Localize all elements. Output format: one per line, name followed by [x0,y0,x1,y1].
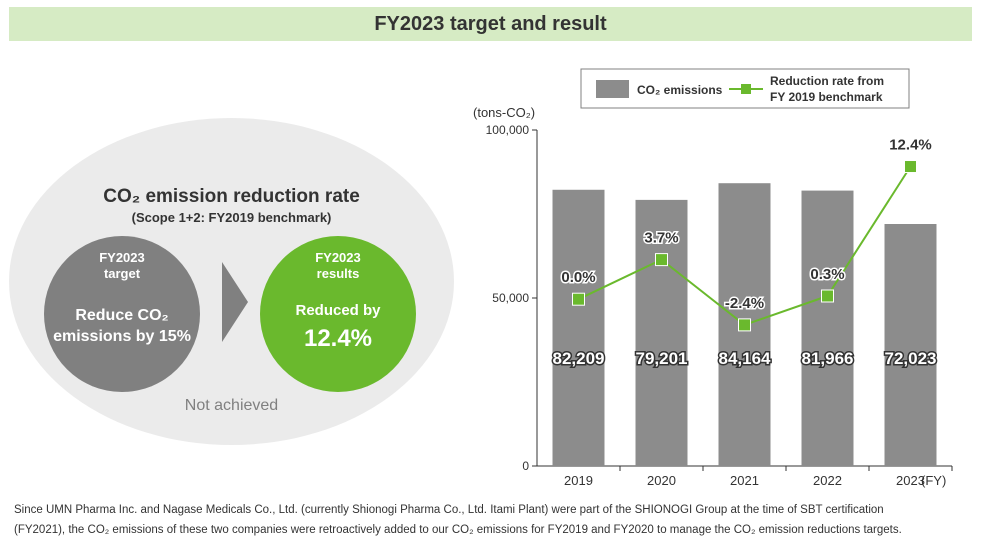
legend-bar-swatch [596,80,629,98]
rate-point-label: -2.4% [725,295,764,312]
rate-point [904,160,917,174]
summary-subheading: (Scope 1+2: FY2019 benchmark) [131,210,332,225]
bar [801,190,854,466]
y-tick-label: 50,000 [492,291,529,305]
x-tick-label: 2023 [896,473,925,488]
page-title: FY2023 target and result [9,7,972,41]
x-tick-label: 2021 [730,473,759,488]
result-circle: FY2023 results Reduced by 12.4% [260,236,416,392]
bar-value-label: 84,164 [719,349,772,368]
y-tick-label: 0 [522,459,529,473]
x-axis-unit: (FY) [921,473,946,488]
bar [552,189,605,466]
target-circle: FY2023 target Reduce CO₂ emissions by 15… [44,236,200,392]
legend-line-label-2: FY 2019 benchmark [770,90,883,104]
arrow-right-icon [222,262,248,342]
target-label-line1: FY2023 [99,250,145,265]
x-tick-label: 2019 [564,473,593,488]
result-text-line1: Reduced by [295,302,381,319]
legend-line-label-1: Reduction rate from [770,74,884,88]
rate-point-label: 0.0% [561,269,595,286]
bar-value-label: 82,209 [553,349,605,368]
bar-value-label: 81,966 [802,349,854,368]
result-value: 12.4% [303,325,373,352]
rate-point [655,253,668,267]
target-label-line2: target [103,266,141,281]
footnote-line-1: Since UMN Pharma Inc. and Nagase Medical… [14,504,884,516]
y-axis-unit: (tons-CO₂) [473,105,535,120]
target-text-line2: emissions by 15% [53,328,191,345]
rate-point [738,318,751,332]
bar-value-label: 72,023 [885,349,937,368]
x-tick-label: 2020 [647,473,676,488]
footnote-line-2: (FY2021), the CO₂ emissions of these two… [14,524,902,536]
rate-point-label: 12.4% [889,137,932,154]
bar [884,224,937,466]
rate-point-label: 0.3% [810,266,844,283]
result-label-line2: results [316,266,360,281]
x-tick-label: 2022 [813,473,842,488]
summary-heading: CO₂ emission reduction rate [103,186,360,207]
y-tick-label: 100,000 [486,123,530,137]
rate-point-label: 3.7% [644,230,678,247]
result-label-line1: FY2023 [315,250,361,265]
bar [635,199,688,466]
rate-point [821,289,834,303]
status-text: Not achieved [184,397,279,414]
footnote: Since UMN Pharma Inc. and Nagase Medical… [14,500,974,540]
rate-point [572,292,585,306]
legend-bar-label: CO₂ emissions [637,83,723,97]
legend-line-marker [741,84,751,94]
target-text-line1: Reduce CO₂ [75,307,169,324]
bar-value-label: 79,201 [636,349,688,368]
